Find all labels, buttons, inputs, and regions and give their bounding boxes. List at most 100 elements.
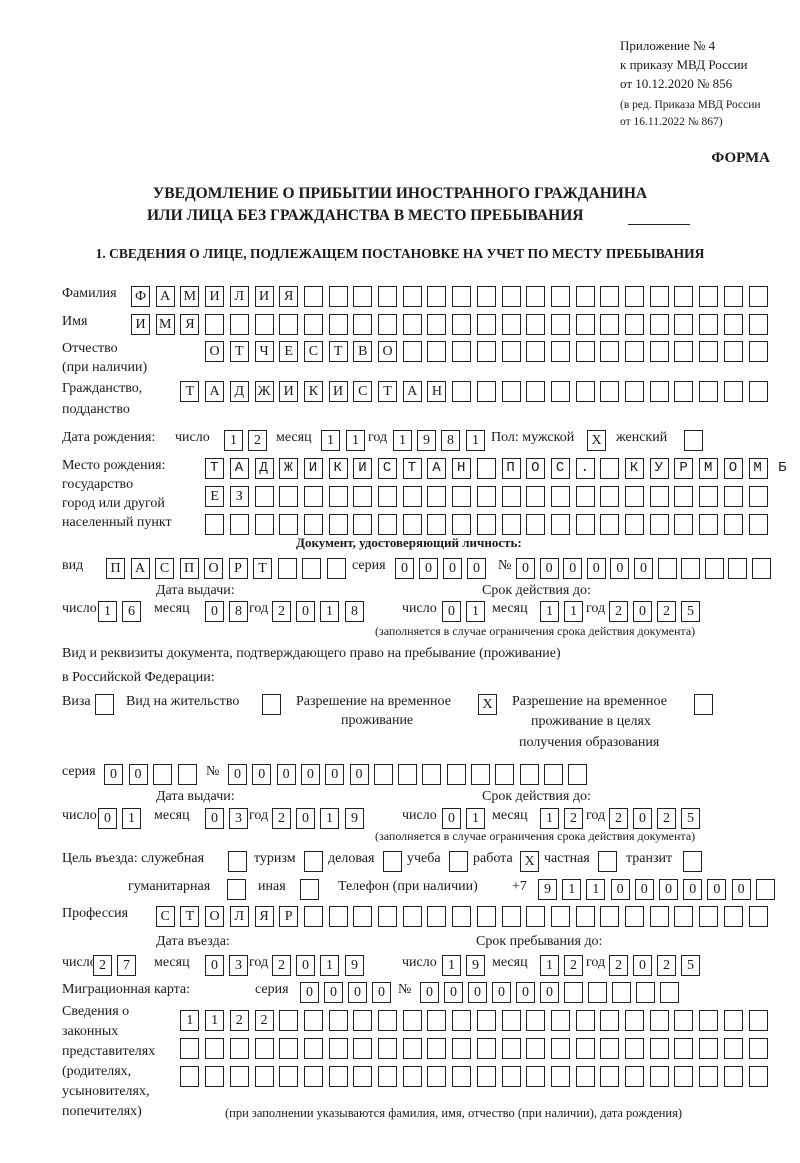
birthplace1-char-box[interactable]: [353, 458, 373, 479]
surname-char-box[interactable]: [353, 286, 373, 307]
patronymic-char-box[interactable]: О: [378, 341, 397, 362]
birthplace3-char-box[interactable]: [723, 514, 743, 535]
birthplace3-char-box[interactable]: [600, 514, 620, 535]
residence-checkbox[interactable]: [262, 694, 281, 715]
citizenship-char-box[interactable]: Д: [229, 381, 249, 402]
birthplace1-char-box[interactable]: [402, 458, 422, 479]
patronymic-char-box[interactable]: [427, 341, 447, 362]
profession-char-box[interactable]: Т: [180, 906, 200, 927]
rd-number-char-box[interactable]: [398, 764, 418, 785]
reps3-char-box[interactable]: [625, 1066, 644, 1087]
birthplace3-char-box[interactable]: [452, 514, 472, 535]
reps3-char-box[interactable]: [699, 1066, 719, 1087]
citizenship-char-box[interactable]: И: [279, 381, 299, 402]
name-char-box[interactable]: [378, 314, 397, 335]
rd-number-char-box[interactable]: [495, 764, 515, 785]
id-valid-year-char-box[interactable]: 2: [657, 601, 676, 622]
mc-number-char-box[interactable]: 0: [516, 982, 535, 1003]
stay-month-char-box[interactable]: 2: [564, 955, 583, 976]
birthplace3-char-box[interactable]: [353, 514, 373, 535]
reps3-char-box[interactable]: [674, 1066, 694, 1087]
mc-number-char-box[interactable]: [564, 982, 583, 1003]
reps3-char-box[interactable]: [229, 1066, 249, 1087]
birthplace1-char-box[interactable]: [328, 458, 348, 479]
sex-female-checkbox[interactable]: [684, 430, 703, 451]
reps1-char-box[interactable]: [303, 1010, 323, 1031]
reps1-char-box[interactable]: 2: [254, 1010, 274, 1031]
profession-char-box[interactable]: [476, 906, 496, 927]
rd-number-char-box[interactable]: 0: [252, 764, 272, 785]
citizenship-char-box[interactable]: [476, 381, 496, 402]
purpose-tourism-checkbox[interactable]: [304, 851, 323, 872]
phone-char-box[interactable]: 0: [731, 879, 751, 900]
reps2-char-box[interactable]: [699, 1038, 719, 1059]
id-kind-char-box[interactable]: Т: [253, 558, 272, 579]
birthplace1-char-box[interactable]: [550, 458, 570, 479]
id-kind-char-box[interactable]: П: [179, 558, 199, 579]
profession-char-box[interactable]: [550, 906, 570, 927]
mc-number-char-box[interactable]: 0: [444, 982, 463, 1003]
name-char-box[interactable]: [625, 314, 644, 335]
reps1-char-box[interactable]: [452, 1010, 472, 1031]
entry-year-char-box[interactable]: 2: [272, 955, 291, 976]
id-issue-year-char-box[interactable]: 0: [296, 601, 315, 622]
reps3-char-box[interactable]: [476, 1066, 496, 1087]
name-char-box[interactable]: [254, 314, 274, 335]
reps2-char-box[interactable]: [254, 1038, 274, 1059]
purpose-business-checkbox[interactable]: [383, 851, 402, 872]
phone-char-box[interactable]: 0: [707, 879, 727, 900]
reps2-char-box[interactable]: [723, 1038, 743, 1059]
surname-char-box[interactable]: И: [205, 286, 225, 307]
reps2-char-box[interactable]: [279, 1038, 299, 1059]
purpose-private-checkbox[interactable]: [598, 851, 617, 872]
phone-char-box[interactable]: 0: [683, 879, 703, 900]
birthplace2-char-box[interactable]: [550, 486, 570, 507]
birthplace2-char-box[interactable]: [402, 486, 422, 507]
name-char-box[interactable]: [229, 314, 249, 335]
rd-number-char-box[interactable]: 0: [325, 764, 345, 785]
visa-checkbox[interactable]: [95, 694, 114, 715]
patronymic-char-box[interactable]: [600, 341, 620, 362]
patronymic-char-box[interactable]: Т: [328, 341, 348, 362]
rd-valid-year-char-box[interactable]: 2: [609, 808, 628, 829]
rd-series-char-box[interactable]: 0: [128, 764, 148, 785]
reps2-char-box[interactable]: [328, 1038, 348, 1059]
entry-month-char-box[interactable]: 3: [229, 955, 248, 976]
birthplace2-char-box[interactable]: [378, 486, 397, 507]
reps1-char-box[interactable]: [279, 1010, 299, 1031]
citizenship-char-box[interactable]: Н: [427, 381, 447, 402]
name-char-box[interactable]: [649, 314, 669, 335]
phone-char-box[interactable]: 0: [634, 879, 654, 900]
citizenship-char-box[interactable]: [526, 381, 546, 402]
id-issue-month-char-box[interactable]: 0: [205, 601, 224, 622]
birthplace1-char-box[interactable]: [649, 458, 669, 479]
id-series-char-box[interactable]: 0: [395, 558, 414, 579]
birthplace3-char-box[interactable]: [427, 514, 447, 535]
dob-month-char-box[interactable]: 1: [346, 430, 365, 451]
name-char-box[interactable]: [452, 314, 472, 335]
birthplace1-char-box[interactable]: [575, 458, 595, 479]
phone-char-box[interactable]: 0: [659, 879, 678, 900]
citizenship-char-box[interactable]: [452, 381, 472, 402]
rd-number-char-box[interactable]: [471, 764, 490, 785]
patronymic-char-box[interactable]: [476, 341, 496, 362]
id-valid-month-char-box[interactable]: 1: [540, 601, 559, 622]
reps2-char-box[interactable]: [674, 1038, 694, 1059]
reps1-char-box[interactable]: [723, 1010, 743, 1031]
id-kind-char-box[interactable]: [326, 558, 346, 579]
entry-year-char-box[interactable]: 0: [296, 955, 315, 976]
reps1-char-box[interactable]: [649, 1010, 669, 1031]
birthplace2-char-box[interactable]: [254, 486, 274, 507]
birthplace3-char-box[interactable]: [378, 514, 397, 535]
birthplace2-char-box[interactable]: [476, 486, 496, 507]
patronymic-char-box[interactable]: Е: [279, 341, 299, 362]
rd-issue-month-char-box[interactable]: 0: [205, 808, 224, 829]
mc-series-char-box[interactable]: 0: [324, 982, 343, 1003]
rd-issue-day-char-box[interactable]: 0: [98, 808, 117, 829]
rd-issue-year-char-box[interactable]: 2: [272, 808, 291, 829]
purpose-humanitarian-checkbox[interactable]: [227, 879, 246, 900]
birthplace2-char-box[interactable]: [526, 486, 546, 507]
name-char-box[interactable]: [205, 314, 225, 335]
reps2-char-box[interactable]: [229, 1038, 249, 1059]
reps3-char-box[interactable]: [600, 1066, 620, 1087]
